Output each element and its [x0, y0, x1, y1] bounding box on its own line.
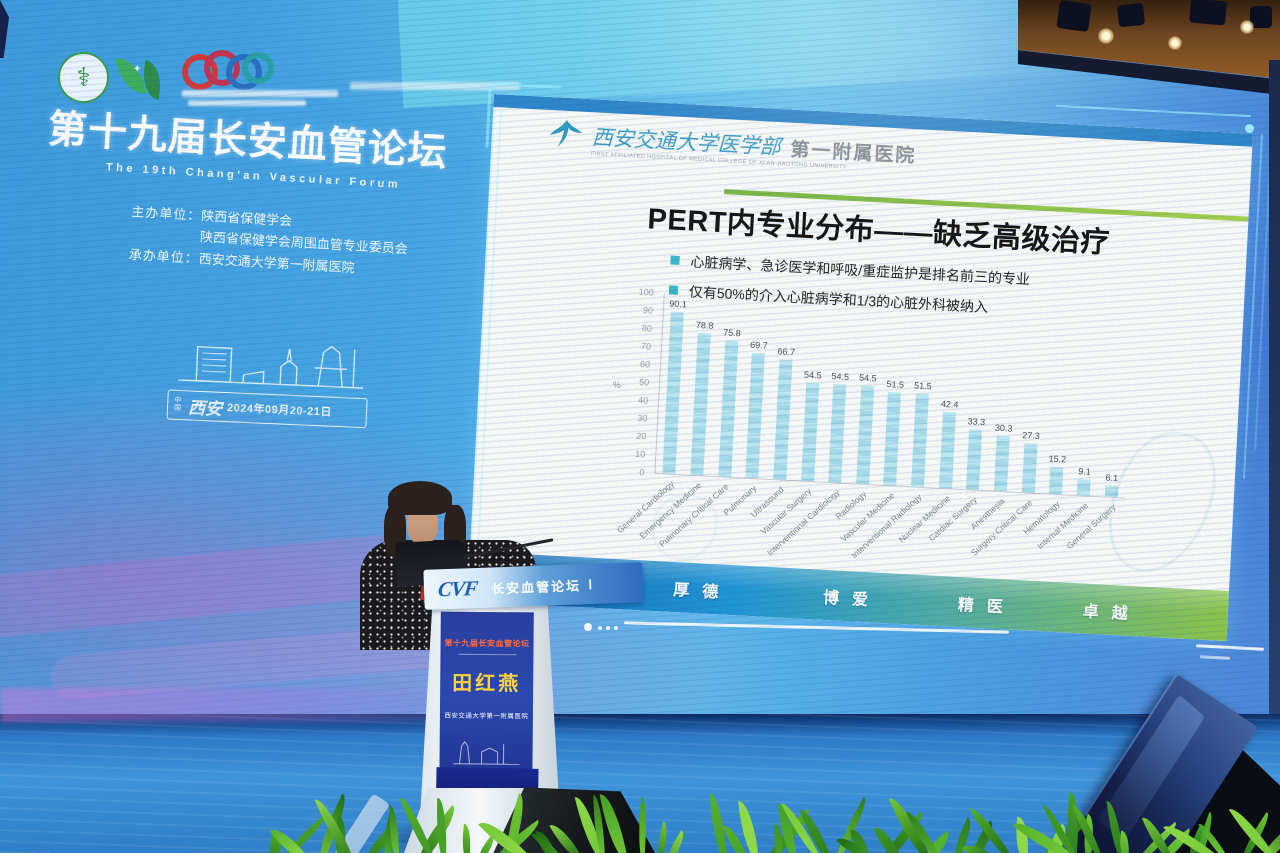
frame-corner: [0, 0, 9, 58]
bullet-icon: [670, 255, 680, 265]
deco-node-dot: [1245, 124, 1254, 133]
host-name: 陕西省保健学会: [200, 208, 293, 229]
bar: [1049, 466, 1064, 495]
bar-value-label: 33.3: [967, 416, 986, 428]
ceiling-light: [1240, 20, 1254, 34]
bar: [883, 392, 902, 486]
footer-word: 厚德: [672, 582, 732, 603]
stage-light-fixture: [1189, 0, 1227, 26]
stamp-date: 2024年09月20-21日: [226, 402, 333, 419]
bar-value-label: 15.2: [1048, 453, 1067, 465]
y-axis-label: 10: [635, 448, 646, 460]
y-axis-label: 100: [638, 286, 655, 298]
stage-light-fixture: [1116, 2, 1146, 28]
bar: [800, 382, 819, 482]
bar-value-label: 69.7: [749, 339, 768, 351]
ribbon-logo-icon: [177, 47, 279, 95]
deco-white-dot: [584, 623, 592, 631]
stage-light-fixture: [1250, 6, 1272, 28]
bar-value-label: 66.7: [777, 346, 796, 358]
bar: [717, 339, 739, 477]
wall-right-edge: [1269, 60, 1280, 720]
podium-poster: 第十九届长安血管论坛 田红燕 西安交通大学第一附属医院: [439, 611, 534, 801]
y-axis-label: 70: [640, 341, 652, 352]
bar: [745, 352, 766, 479]
bar-series: 90.1 General Cardiology 78.8 Emergency Medi…: [614, 293, 1134, 560]
bar-value-label: 54.5: [803, 369, 822, 381]
association-emblem-icon: ⚕: [58, 52, 109, 103]
bar: [993, 436, 1010, 492]
tree-logo-icon: ✦: [115, 53, 171, 102]
backdrop-text-block: 第十九届长安血管论坛 The 19th Chang'an Vascular Fo…: [40, 98, 529, 288]
deco-dash: [598, 626, 602, 630]
host-label: 承办单位：: [128, 246, 200, 266]
stage-light-fixture: [1056, 0, 1092, 33]
y-axis-label: 60: [639, 359, 651, 370]
hospital-logo-row: 西安交通大学医学部 第一附属医院: [547, 117, 917, 168]
bar: [828, 384, 847, 483]
bar-value-label: 78.8: [695, 320, 714, 331]
ceiling-light: [1168, 36, 1182, 50]
poster-skyline-icon: [452, 740, 519, 770]
footer-word: 精医: [957, 596, 1017, 618]
blurred-caption: [188, 100, 306, 106]
speaker-affiliation: 西安交通大学第一附属医院: [444, 712, 529, 721]
bar: [911, 393, 929, 488]
y-axis-label: 30: [636, 412, 648, 424]
led-pink-streak: [0, 532, 413, 640]
y-axis-label: 80: [641, 323, 653, 334]
bar: [690, 333, 711, 476]
podium-banner-text: 长安血管论坛: [490, 577, 582, 596]
poster-header: 第十九届长安血管论坛: [444, 638, 530, 649]
bar-value-label: 75.8: [722, 326, 741, 338]
bar: [966, 429, 983, 490]
bar: [855, 385, 875, 485]
podium-banner: CVF 长安血管论坛 ❙: [423, 562, 644, 610]
xian-city-stamp: 中国 西安 2024年09月20-21日: [166, 332, 375, 445]
bar-value-label: 42.4: [940, 398, 959, 410]
city-skyline-icon: [178, 345, 364, 389]
bar: [773, 359, 793, 480]
led-teal-band: [397, 0, 1093, 108]
hospital-logo-icon: [549, 119, 583, 148]
y-axis-label: 50: [638, 376, 650, 388]
bar-value-label: 6.1: [1105, 472, 1119, 484]
stamp-prefix: 中国: [173, 397, 182, 413]
blurred-caption: [350, 82, 520, 90]
chart-plot-area: 90.1 General Cardiology 78.8 Emergency Medi…: [614, 293, 1135, 560]
bar-value-label: 54.5: [831, 370, 850, 382]
poster-divider: [457, 653, 516, 656]
speaker-hair-fringe: [400, 486, 446, 510]
blurred-caption: [182, 90, 338, 97]
stamp-city: 西安: [187, 397, 223, 419]
bar-value-label: 51.5: [886, 379, 905, 391]
bar-value-label: 51.5: [913, 380, 932, 392]
bar: [938, 411, 956, 489]
y-axis-label: 40: [637, 394, 649, 406]
bar-value-label: 9.1: [1077, 465, 1092, 477]
podium-banner-flag-icon: ❙: [585, 578, 595, 590]
bar-value-label: 54.5: [858, 372, 877, 384]
cvf-logo: CVF: [436, 575, 479, 601]
ceiling-light: [1098, 28, 1114, 44]
y-axis-label: 0: [639, 467, 645, 478]
deco-dash: [606, 626, 610, 630]
y-axis-label: 20: [636, 430, 647, 442]
footer-word: 卓越: [1082, 603, 1142, 624]
deco-dash: [614, 626, 618, 630]
bar: [1076, 478, 1091, 496]
y-axis-label: 90: [642, 305, 654, 316]
footer-word: 博爱: [822, 589, 882, 610]
speaker-name: 田红燕: [452, 672, 522, 696]
bar-value-label: 30.3: [994, 423, 1013, 435]
bar-value-label: 90.1: [669, 298, 688, 310]
presentation-slide: 西安交通大学医学部 第一附属医院 FIRST AFFILIATED HOSPIT…: [467, 94, 1253, 642]
host-label: 主办单位：: [130, 204, 202, 224]
bar: [662, 311, 685, 475]
bar-value-label: 27.3: [1021, 429, 1041, 441]
bar: [1021, 443, 1038, 493]
